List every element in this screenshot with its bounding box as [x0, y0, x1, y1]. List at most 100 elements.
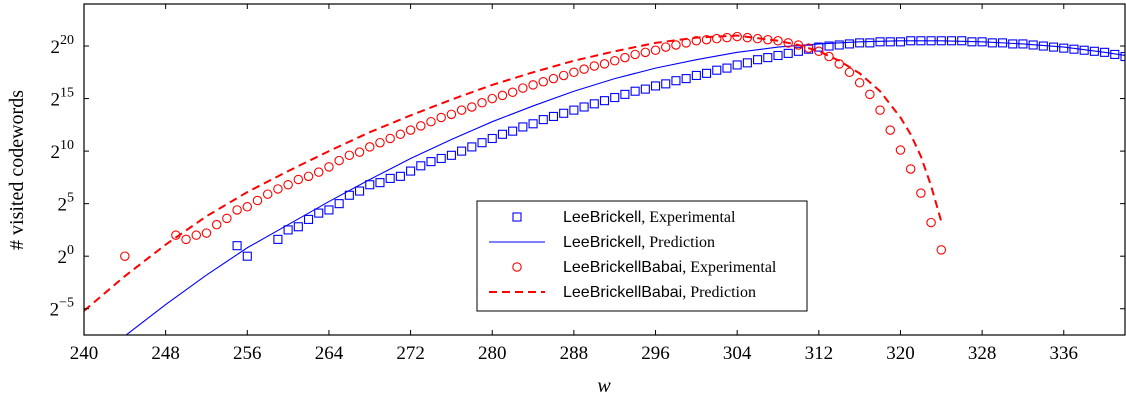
- leebrickell-experimental-point: [467, 142, 477, 152]
- leebrickellbabai-experimental-point: [324, 162, 334, 172]
- leebrickell-experimental-point: [630, 86, 640, 96]
- leebrickell-experimental-point: [232, 241, 242, 251]
- legend-series-name: LeeBrickellBabai: [563, 259, 682, 276]
- leebrickell-experimental-point: [814, 42, 824, 52]
- leebrickell-experimental-point: [712, 65, 722, 75]
- y-tick-base: 2: [51, 37, 61, 58]
- leebrickell-experimental-point: [508, 126, 518, 136]
- leebrickell-experimental-point: [365, 180, 375, 190]
- legend-series-name: LeeBrickellBabai: [563, 284, 682, 301]
- leebrickell-experimental-point: [763, 53, 773, 63]
- x-tick-label: 328: [968, 343, 997, 364]
- x-tick-label: 296: [641, 343, 670, 364]
- leebrickell-experimental-point: [538, 115, 548, 125]
- leebrickell-experimental-point: [334, 199, 344, 209]
- legend-label-leebrickellbabai-prediction: LeeBrickellBabai, Prediction: [563, 284, 756, 301]
- leebrickell-experimental-point: [844, 39, 854, 49]
- plot-frame: [83, 3, 1126, 336]
- leebrickell-experimental-point: [385, 173, 395, 183]
- leebrickellbabai-experimental-point: [436, 112, 446, 123]
- leebrickellbabai-experimental-point: [395, 129, 406, 140]
- leebrickellbabai-experimental-point: [120, 251, 130, 261]
- legend-swatch-leebrickell-experimental: [512, 212, 522, 222]
- x-tick-label: 312: [805, 343, 834, 364]
- leebrickellbabai-experimental-point: [303, 171, 314, 182]
- leebrickell-experimental-point: [528, 119, 538, 129]
- leebrickellbabai-experimental-point: [293, 174, 304, 185]
- leebrickell-experimental-point: [344, 190, 354, 200]
- leebrickellbabai-experimental-point: [712, 33, 722, 44]
- leebrickellbabai-experimental-point: [416, 121, 426, 131]
- leebrickellbabai-experimental-point: [181, 234, 191, 245]
- leebrickellbabai-experimental-point: [589, 61, 600, 71]
- leebrickellbabai-experimental-point: [793, 40, 804, 50]
- leebrickell-experimental-point: [457, 146, 467, 156]
- leebrickell-experimental-point: [610, 92, 620, 103]
- leebrickell-experimental-point: [671, 76, 681, 86]
- leebrickellbabai-experimental-point: [599, 59, 610, 69]
- leebrickellbabai-experimental-point: [497, 90, 508, 101]
- leebrickellbabai-experimental-point: [722, 32, 732, 43]
- leebrickell-experimental-point: [375, 178, 385, 188]
- leebrickell-experimental-point: [834, 40, 844, 50]
- leebrickell-experimental-point: [620, 89, 630, 99]
- leebrickellbabai-experimental-point: [191, 230, 202, 240]
- leebrickellbabai-experimental-point: [405, 125, 416, 135]
- leebrickellbabai-experimental-point: [609, 55, 620, 66]
- leebrickell-experimental-point: [661, 79, 671, 89]
- leebrickellbabai-experimental-point: [865, 89, 875, 100]
- leebrickellbabai-experimental-point: [242, 202, 253, 212]
- leebrickellbabai-experimental-point: [354, 147, 365, 157]
- x-axis: 240 248 256 264 272 280 288 296 304 312 320 328 336: [70, 4, 1078, 364]
- leebrickell-experimental-point: [355, 186, 365, 196]
- leebrickellbabai-experimental-point: [426, 116, 436, 127]
- legend-series-kind: , Prediction: [682, 284, 756, 301]
- leebrickell-experimental-point: [702, 68, 712, 78]
- leebrickellbabai-experimental-point: [926, 217, 936, 228]
- leebrickell-experimental-point: [691, 70, 701, 81]
- leebrickellbabai-experimental-point: [344, 150, 355, 161]
- leebrickell-experimental-point: [895, 37, 906, 47]
- leebrickell-prediction-series: [125, 40, 1125, 335]
- leebrickellbabai-experimental-point: [365, 142, 375, 152]
- x-tick-label: 240: [70, 343, 99, 364]
- leebrickell-experimental-point: [1059, 43, 1069, 53]
- leebrickell-experimental-point: [569, 105, 579, 115]
- leebrickellbabai-experimental-point: [691, 36, 702, 46]
- legend-swatch-leebrickellbabai-experimental: [512, 262, 522, 272]
- leebrickellbabai-experimental-point: [650, 45, 661, 55]
- y-tick-base: 2: [51, 90, 61, 111]
- leebrickellbabai-experimental-point: [875, 105, 885, 115]
- leebrickellbabai-experimental-point: [528, 80, 538, 90]
- leebrickell-experimental-point: [395, 171, 405, 181]
- x-tick-label: 248: [151, 343, 180, 364]
- leebrickellbabai-experimental-point: [507, 87, 518, 98]
- leebrickellbabai-experimental-point: [660, 42, 671, 52]
- leebrickellbabai-experimental-point: [701, 34, 712, 45]
- legend-label-leebrickell-experimental: LeeBrickell, Experimental: [563, 209, 736, 226]
- y-tick-base: 2: [51, 142, 61, 163]
- leebrickellbabai-experimental-point: [252, 195, 263, 206]
- y-axis-label: # visited codewords: [6, 90, 28, 250]
- leebrickellbabai-experimental-point: [467, 102, 477, 112]
- leebrickell-experimental-point: [650, 81, 661, 91]
- leebrickellbabai-experimental-point: [905, 164, 916, 174]
- leebrickellbabai-experimental-point: [579, 64, 589, 74]
- leebrickell-experimental-point: [589, 99, 599, 109]
- leebrickell-experimental-point: [416, 161, 426, 171]
- leebrickellbabai-experimental-point: [630, 49, 640, 60]
- y-tick-base: 2: [50, 300, 60, 321]
- leebrickell-prediction-line: [125, 40, 1125, 335]
- leebrickellbabai-experimental-point: [487, 93, 497, 104]
- y-tick-base: 2: [58, 195, 68, 216]
- leebrickellbabai-experimental-series: [120, 31, 947, 261]
- leebrickell-experimental-point: [885, 37, 895, 47]
- legend-series-kind: , Prediction: [641, 234, 715, 251]
- leebrickellbabai-experimental-point: [283, 179, 293, 190]
- leebrickell-experimental-point: [303, 214, 314, 224]
- leebrickell-experimental-point: [722, 63, 732, 73]
- leebrickell-experimental-point: [518, 122, 528, 132]
- leebrickellbabai-experimental-point: [640, 47, 651, 58]
- y-tick-exponent: 10: [60, 138, 74, 153]
